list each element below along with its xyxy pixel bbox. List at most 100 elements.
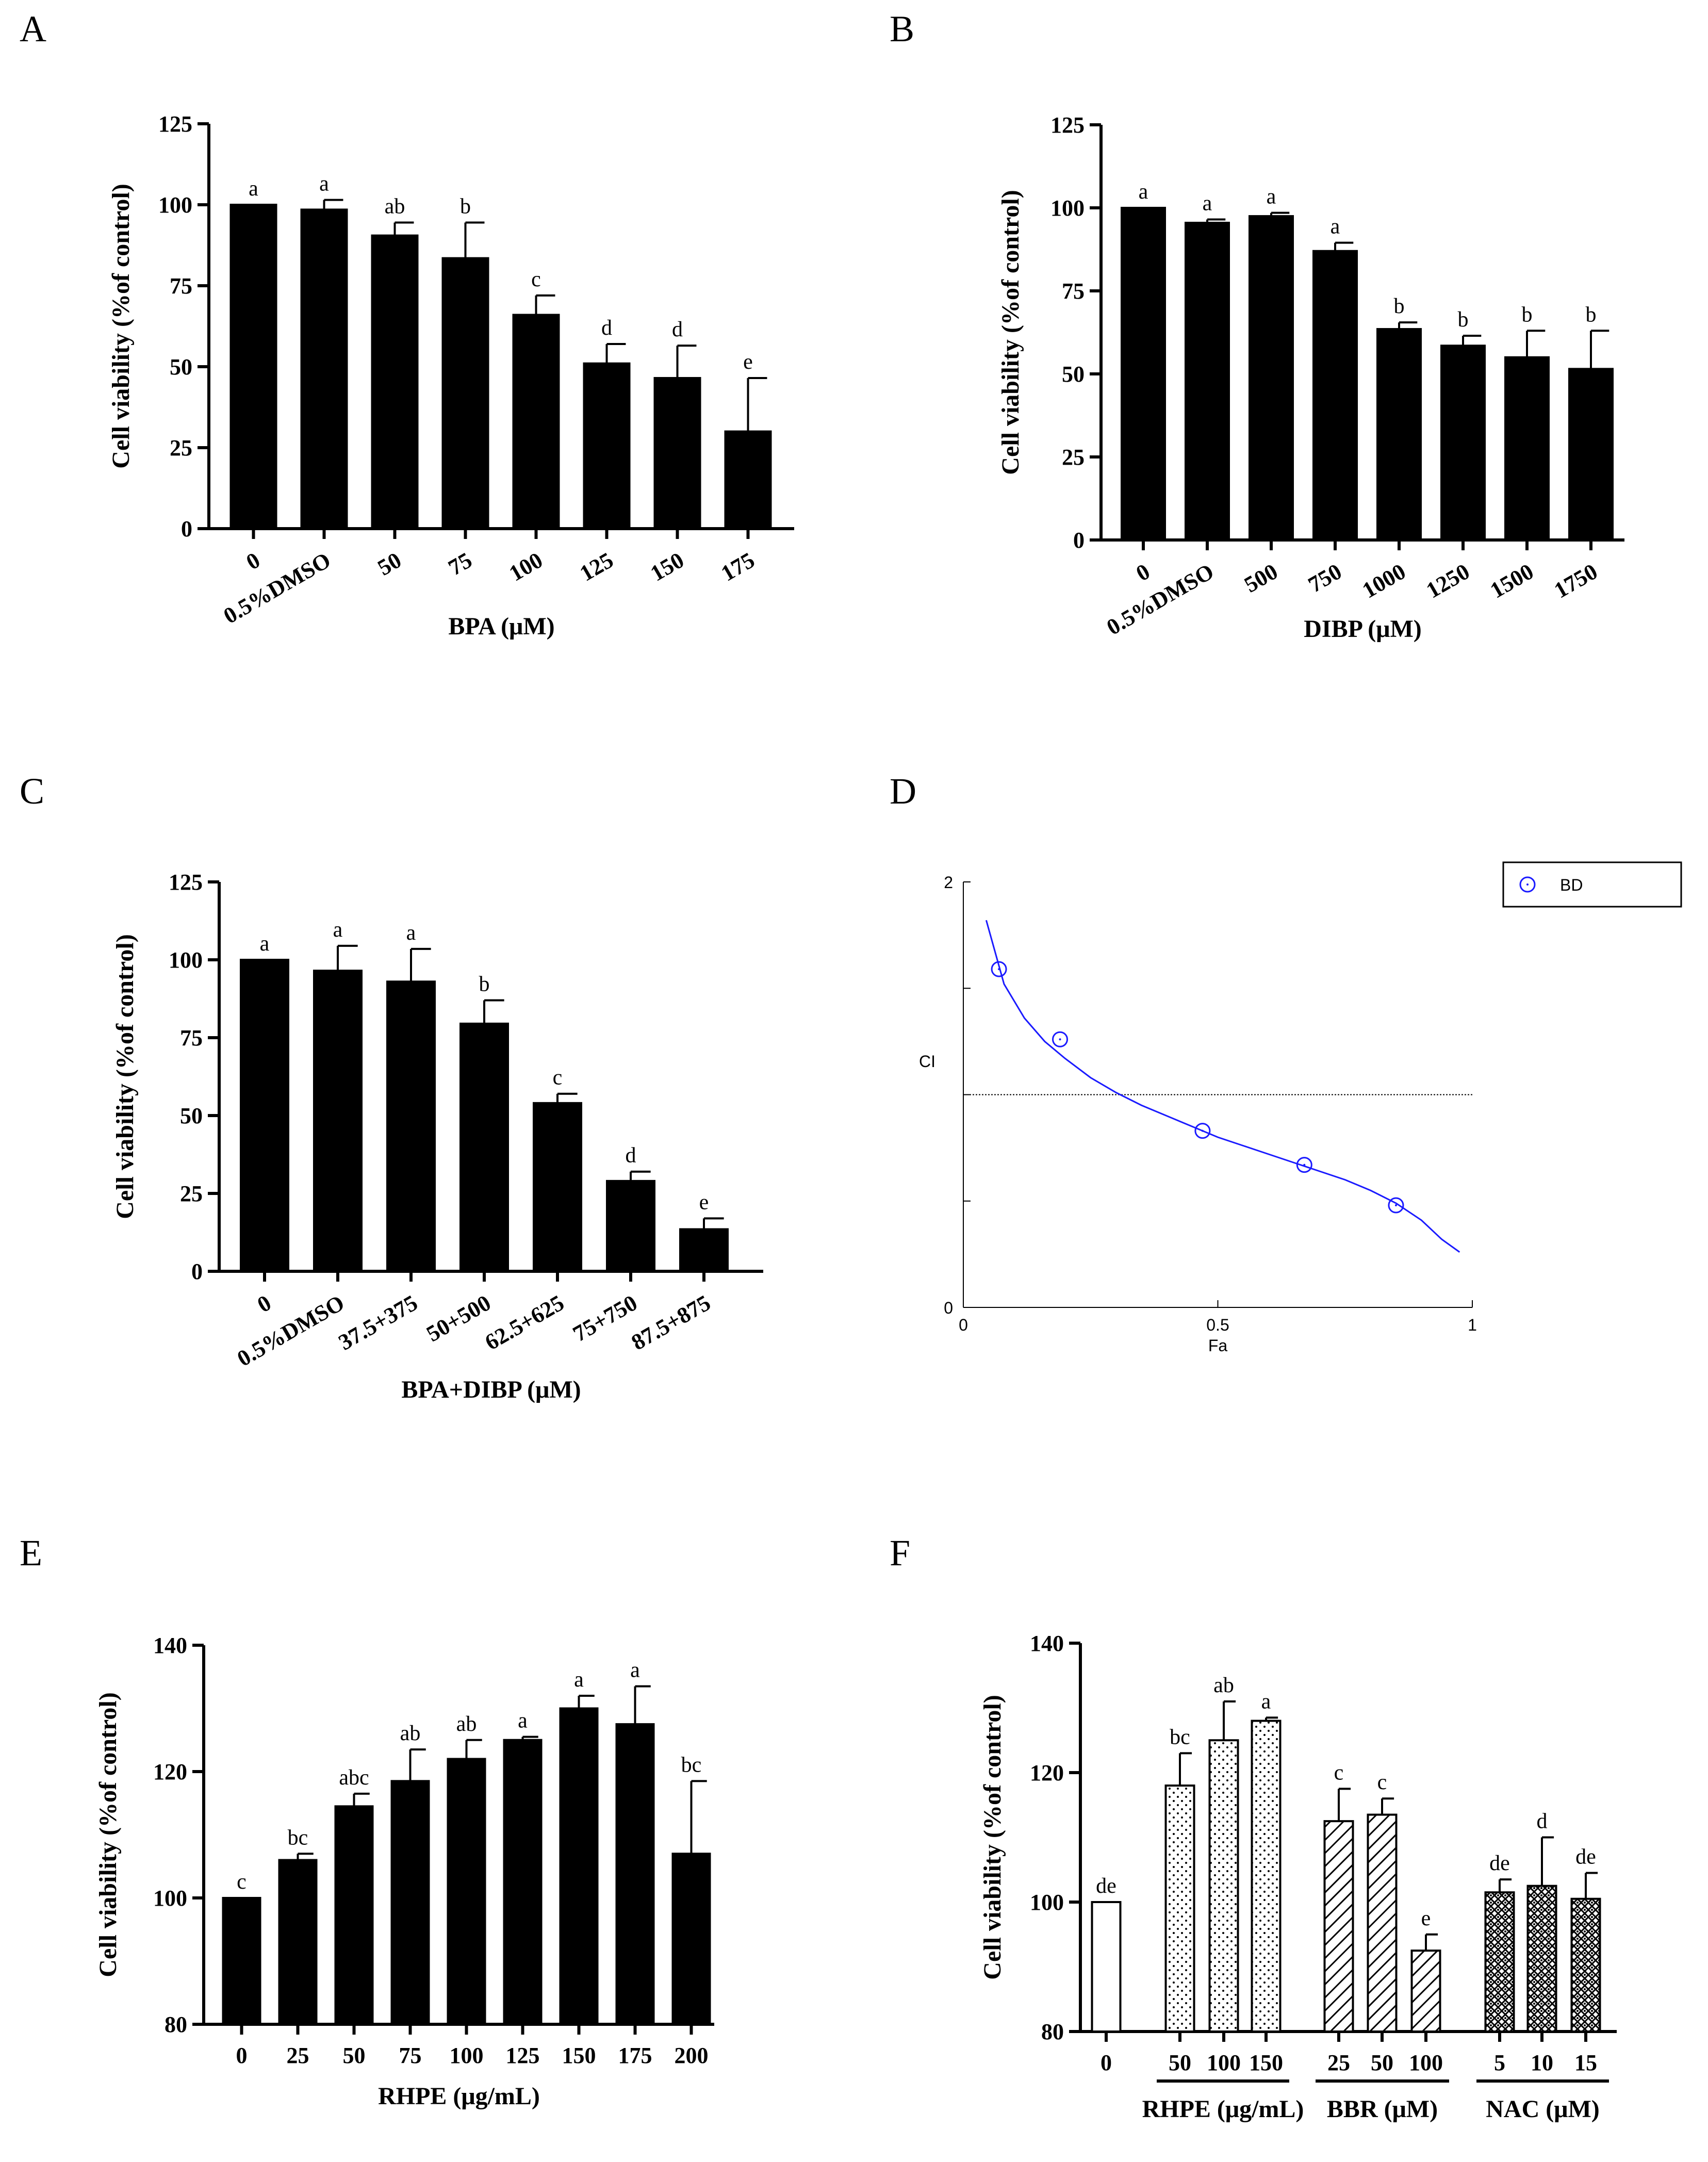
data-point-center: [1394, 1204, 1397, 1206]
x-tick-label: 175: [717, 547, 759, 586]
x-axis-label: Fa: [1208, 1336, 1228, 1355]
y-tick-label: 125: [169, 870, 203, 895]
y-tick-label: 50: [180, 1103, 203, 1128]
y-tick-label: 120: [153, 1759, 187, 1784]
bar: [559, 1707, 599, 2025]
significance-letter: b: [479, 973, 490, 996]
x-tick-label: 150: [562, 2043, 596, 2068]
bar: [1410, 1950, 1441, 2033]
x-tick-label: 1000: [1358, 559, 1410, 603]
x-axis-label: DIBP (μM): [1304, 615, 1422, 643]
y-tick-label: 75: [180, 1025, 203, 1051]
panel-label-d: D: [890, 771, 916, 812]
significance-letter: ab: [400, 1722, 421, 1745]
x-tick-label: 0.5: [1206, 1316, 1229, 1334]
y-tick-label: 125: [158, 111, 192, 137]
x-axis-label: BPA (μM): [448, 613, 554, 640]
x-tick-label: 0.5%DMSO: [219, 547, 335, 629]
panel-label-f: F: [890, 1532, 910, 1574]
group-label: RHPE (μg/mL): [1142, 2095, 1304, 2123]
x-tick-label: 0: [1131, 559, 1154, 586]
x-tick-label: 37.5+375: [334, 1290, 422, 1355]
bar: [1312, 250, 1358, 542]
x-tick-label: 200: [675, 2043, 709, 2068]
y-axis-label: Cell viability (%of control): [979, 1695, 1006, 1979]
data-point-center: [1303, 1164, 1306, 1166]
significance-letter: a: [1267, 185, 1276, 209]
significance-letter: d: [626, 1144, 636, 1168]
x-tick-label: 150: [1249, 2050, 1283, 2075]
y-axis-label: Cell viability (%of control): [94, 1692, 122, 1977]
x-tick-label: 75: [444, 547, 477, 580]
panel-label-c: C: [20, 771, 44, 812]
bar: [1121, 207, 1166, 541]
significance-letter: b: [460, 195, 471, 219]
data-point: [1296, 1157, 1312, 1173]
x-tick-label: 5: [1494, 2050, 1505, 2075]
significance-letter: a: [630, 1659, 640, 1682]
x-tick-label: 50: [343, 2043, 366, 2068]
x-tick-label: 50: [373, 547, 406, 580]
x-tick-label: 75: [399, 2043, 422, 2068]
y-axis-label: Cell viability (%of control): [111, 934, 139, 1219]
significance-letter: de: [1489, 1852, 1510, 1875]
y-tick-label: 2: [944, 873, 953, 892]
x-tick-label: 125: [506, 2043, 540, 2068]
x-tick-label: 25: [1327, 2050, 1350, 2075]
bar: [671, 1853, 711, 2025]
significance-letter: b: [1522, 303, 1533, 326]
significance-letter: a: [1139, 180, 1148, 204]
significance-letter: d: [601, 316, 612, 340]
bar: [679, 1228, 729, 1272]
bar: [441, 257, 489, 530]
bar: [1504, 356, 1550, 541]
group-label: BBR (μM): [1327, 2095, 1438, 2123]
y-tick-label: 25: [170, 435, 192, 461]
significance-letter: b: [1586, 303, 1597, 326]
x-tick-label: 0.5%DMSO: [233, 1290, 349, 1371]
bar: [1251, 1719, 1282, 2033]
significance-letter: b: [1394, 294, 1405, 318]
bar: [386, 980, 436, 1272]
bar: [459, 1022, 509, 1272]
significance-letter: d: [672, 318, 683, 341]
y-tick-label: 50: [170, 354, 192, 380]
y-axis-label: Cell viability (%of control): [107, 184, 135, 468]
significance-letter: e: [1421, 1907, 1431, 1930]
bar: [278, 1859, 318, 2025]
x-tick-label: 25: [287, 2043, 309, 2068]
x-tick-label: 10: [1531, 2050, 1553, 2075]
y-tick-label: 120: [1030, 1760, 1064, 1786]
data-point-center: [998, 968, 1000, 971]
data-point: [1194, 1123, 1211, 1139]
x-tick-label: 1500: [1486, 559, 1538, 603]
x-tick-label: 100: [450, 2043, 484, 2068]
x-tick-label: 1: [1468, 1316, 1477, 1334]
bar: [1570, 1897, 1601, 2033]
significance-letter: de: [1575, 1845, 1596, 1869]
significance-letter: a: [260, 932, 270, 956]
significance-letter: bc: [288, 1826, 308, 1849]
y-tick-label: 100: [1030, 1890, 1064, 1915]
data-point-center: [1059, 1038, 1061, 1041]
y-tick-label: 125: [1050, 112, 1085, 138]
bar: [1185, 221, 1230, 542]
data-point: [991, 961, 1007, 977]
bar: [1440, 345, 1486, 541]
significance-letter: c: [1334, 1761, 1344, 1784]
significance-letter: a: [1331, 215, 1340, 239]
legend-marker: [1519, 876, 1536, 893]
x-tick-label: 175: [618, 2043, 652, 2068]
y-axis-label: CI: [919, 1052, 935, 1071]
bar: [1323, 1820, 1354, 2033]
significance-letter: ab: [385, 195, 405, 219]
bar: [606, 1180, 655, 1273]
significance-letter: a: [406, 921, 416, 945]
significance-letter: d: [1537, 1810, 1548, 1833]
y-tick-label: 80: [165, 2012, 187, 2037]
panel-b-bar-chart: 0 25 50 75 100 125 Cell viability (%of control…: [997, 112, 1624, 643]
y-tick-label: 75: [170, 273, 192, 299]
bar: [1526, 1885, 1557, 2033]
panel-label-e: E: [20, 1532, 42, 1574]
x-tick-label: 0.5%DMSO: [1102, 559, 1218, 640]
